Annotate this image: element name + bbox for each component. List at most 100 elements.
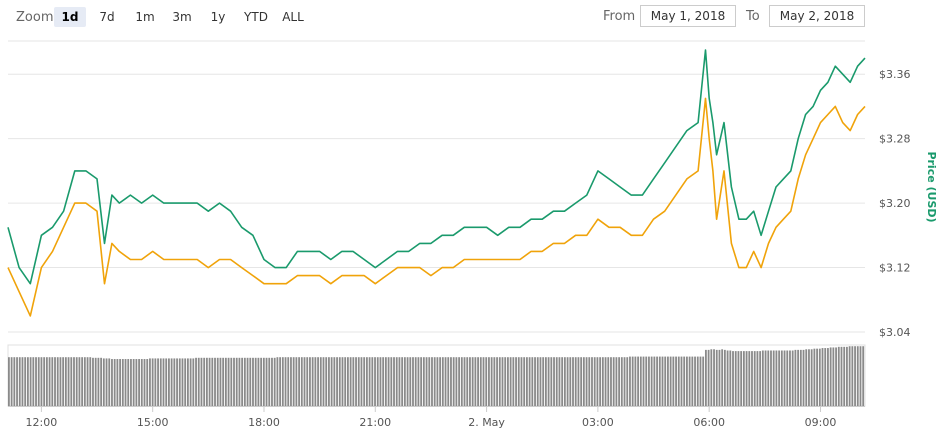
from-date-input[interactable]: May 1, 2018 (640, 5, 736, 27)
volume-bar (8, 357, 10, 406)
volume-bar (737, 351, 740, 406)
zoom-button-3m[interactable]: 3m (172, 10, 192, 24)
volume-bar (642, 356, 645, 406)
volume-bar (764, 350, 767, 406)
zoom-button-1d[interactable]: 1d (54, 7, 86, 27)
volume-bar (604, 357, 607, 406)
volume-bar (328, 357, 330, 406)
volume-bar (721, 349, 724, 406)
volume-bar (189, 358, 192, 406)
volume-bar (561, 357, 564, 406)
volume-bar (862, 346, 865, 406)
volume-bar (116, 359, 119, 406)
volume-bar (688, 356, 691, 406)
volume-bar (281, 357, 284, 406)
x-tick-label: 15:00 (137, 416, 169, 429)
volume-bar (856, 346, 859, 406)
volume-bar (371, 357, 374, 406)
volume-bar (677, 356, 680, 406)
volume-bar (474, 357, 477, 406)
volume-bar (355, 357, 357, 406)
volume-bar (637, 356, 639, 406)
volume-bar (596, 357, 599, 406)
volume-bar (100, 357, 103, 406)
volume-bar (729, 350, 732, 406)
volume-bar (574, 357, 577, 406)
volume-bar (618, 357, 621, 406)
volume-bar (56, 357, 59, 406)
x-tick-label: 09:00 (805, 416, 837, 429)
volume-bar (89, 357, 92, 406)
volume-bar (851, 346, 854, 406)
volume-bar (702, 356, 705, 406)
volume-bar (279, 357, 282, 406)
volume-bar (691, 356, 694, 406)
volume-bar (455, 357, 458, 406)
volume-bar (770, 350, 772, 406)
volume-bar (51, 357, 54, 406)
volume-bar (786, 350, 789, 406)
volume-bar (149, 358, 151, 406)
volume-bar (753, 351, 756, 406)
volume-bar (398, 357, 401, 406)
volume-bar (667, 356, 669, 406)
volume-bar (395, 357, 398, 406)
volume-bar (718, 349, 721, 406)
to-date-input[interactable]: May 2, 2018 (769, 5, 865, 27)
volume-bar (349, 357, 352, 406)
volume-bar (496, 357, 498, 406)
volume-bar (620, 357, 623, 406)
zoom-button-1y[interactable]: 1y (210, 10, 226, 24)
volume-bar (591, 357, 593, 406)
volume-bar (485, 357, 488, 406)
volume-bar (273, 357, 276, 406)
zoom-button-ytd[interactable]: YTD (244, 10, 268, 24)
y-tick-label: $3.12 (879, 262, 911, 275)
volume-bar (230, 357, 233, 406)
volume-bar (428, 357, 431, 406)
volume-bar (433, 357, 436, 406)
volume-bar (601, 357, 604, 406)
volume-bar (431, 357, 433, 406)
volume-bar (330, 357, 333, 406)
volume-bar (696, 356, 699, 406)
zoom-button-7d[interactable]: 7d (99, 10, 115, 24)
volume-bar (650, 356, 653, 406)
volume-bar (140, 359, 143, 406)
volume-bar (162, 358, 165, 406)
volume-bar (344, 357, 347, 406)
volume-bar (572, 357, 574, 406)
volume-bar (21, 357, 24, 406)
volume-bar (159, 358, 162, 406)
volume-bar (374, 357, 376, 406)
volume-bar (216, 357, 219, 406)
zoom-button-1m[interactable]: 1m (135, 10, 155, 24)
zoom-button-all[interactable]: ALL (282, 10, 304, 24)
volume-bar (488, 357, 490, 406)
volume-bar (580, 357, 583, 406)
volume-bar (526, 357, 528, 406)
volume-bar (458, 357, 461, 406)
volume-bar (86, 357, 89, 406)
y-tick-label: $3.36 (879, 68, 911, 81)
volume-bar (536, 357, 539, 406)
volume-bar (102, 358, 105, 406)
volume-bar (406, 357, 409, 406)
volume-bar (707, 349, 710, 406)
volume-bar (127, 359, 130, 406)
volume-bar (843, 346, 846, 406)
volume-bar (799, 349, 802, 406)
volume-bar (512, 357, 515, 406)
volume-bar (439, 357, 442, 406)
volume-bar (553, 357, 555, 406)
volume-bar (837, 346, 840, 406)
volume-bar (713, 349, 715, 406)
volume-bar (680, 356, 683, 406)
volume-bar (710, 349, 713, 406)
x-tick-label: 06:00 (693, 416, 725, 429)
volume-bar (246, 357, 249, 406)
volume-bar (623, 357, 626, 406)
volume-bar (593, 357, 596, 406)
volume-bar (10, 357, 13, 406)
volume-bar (854, 346, 856, 406)
